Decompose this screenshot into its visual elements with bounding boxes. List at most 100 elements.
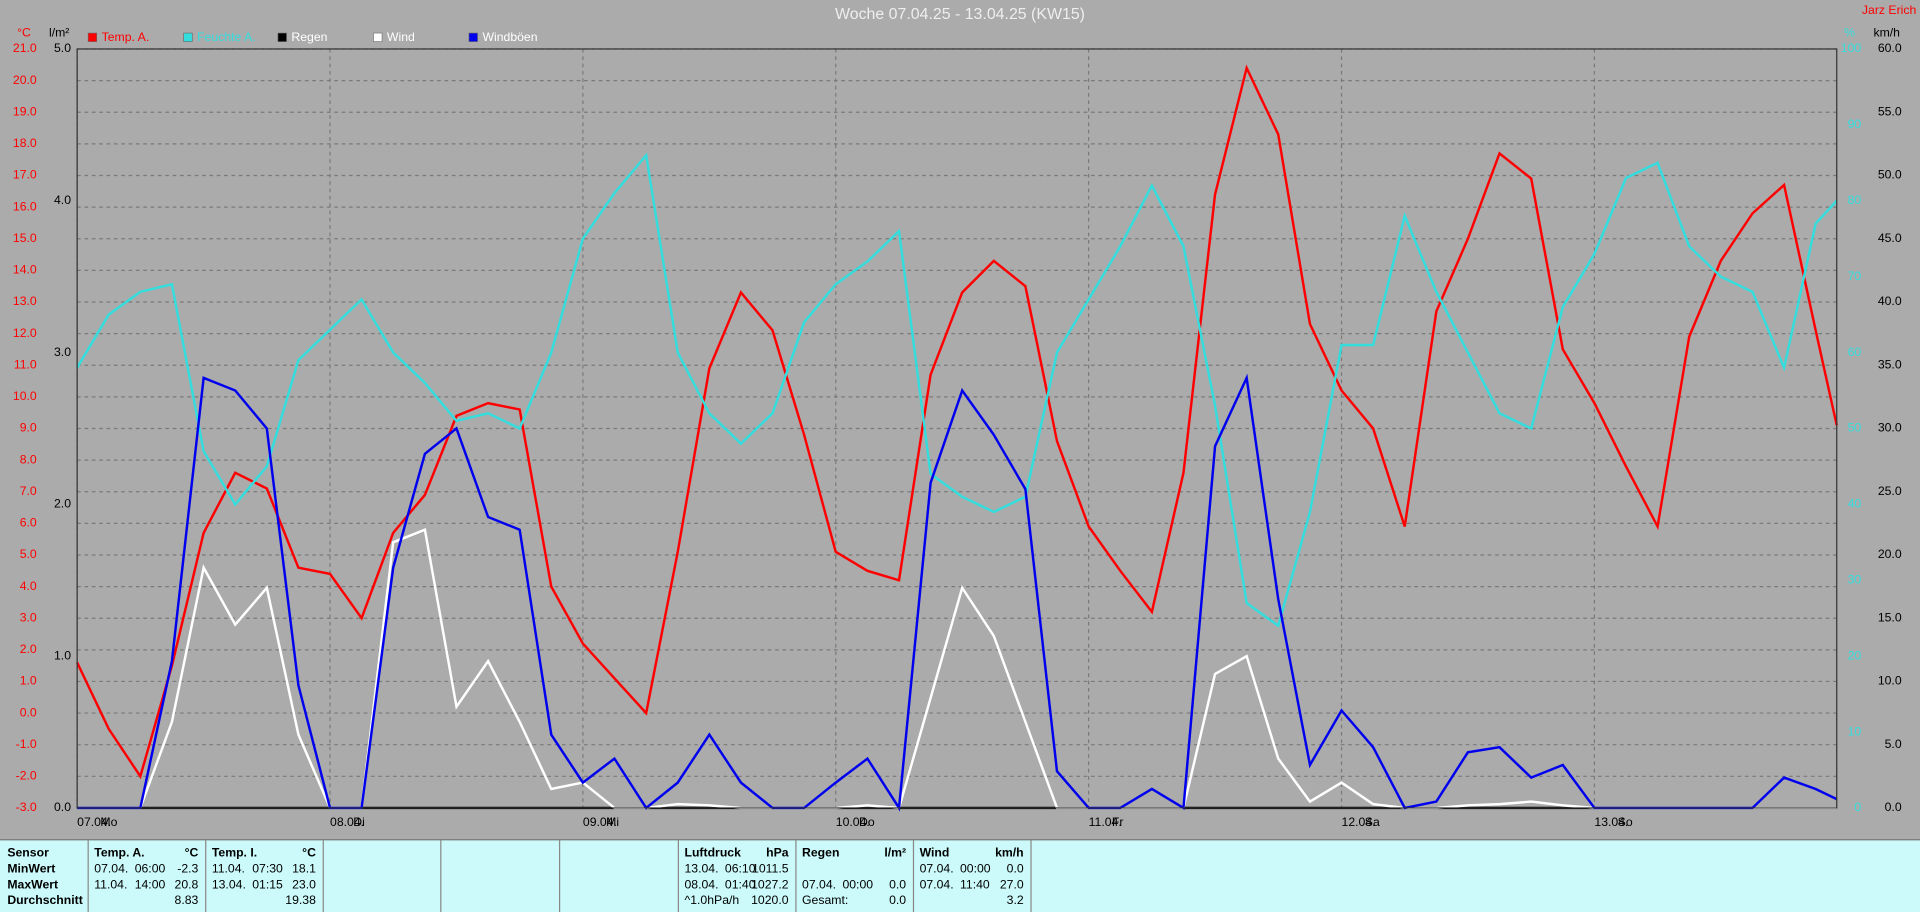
row-label: Durchschnitt — [7, 893, 82, 907]
column-unit: km/h — [995, 845, 1024, 859]
y2ticks-label: 40.0 — [1878, 294, 1902, 308]
column-unit: hPa — [766, 845, 789, 859]
yticks-label: 0.0 — [20, 705, 37, 719]
series-line — [76, 152, 1838, 628]
stats-panel — [0, 839, 1920, 912]
yticks-label: -2.0 — [16, 769, 37, 783]
y4ticks-label: 60 — [1848, 345, 1862, 359]
yticks-label: 1.0 — [20, 674, 37, 688]
stat-cell: 00:00 — [842, 877, 873, 891]
stat-cell: 20.8 — [175, 877, 199, 891]
y4-unit: % — [1844, 25, 1855, 39]
y4ticks-label: 90 — [1848, 117, 1862, 131]
x-tick-label: 08.04. — [330, 815, 364, 829]
y4ticks-label: 100 — [1841, 41, 1862, 55]
yticks-label: 15.0 — [13, 231, 37, 245]
x-tick-label: 12.04. — [1342, 815, 1376, 829]
stat-cell: 1027.2 — [751, 877, 789, 891]
legend-swatch — [468, 32, 478, 42]
column-header: Temp. A. — [94, 845, 144, 859]
y2ticks-label: 0.0 — [1885, 800, 1902, 814]
yticks-label: 17.0 — [13, 168, 37, 182]
series-line — [77, 373, 1838, 812]
stat-cell: 0.0 — [1007, 861, 1024, 875]
yticks-label: 3.0 — [20, 610, 37, 624]
yticks-label: 12.0 — [13, 326, 37, 340]
yticks-label: 8.0 — [20, 452, 37, 466]
panel-separators — [87, 839, 1032, 912]
y3ticks-label: 4.0 — [54, 193, 71, 207]
column-header: Luftdruck — [684, 845, 741, 859]
yticks-label: 10.0 — [13, 389, 37, 403]
stat-cell: 0.0 — [889, 877, 906, 891]
stat-cell: 1011.5 — [752, 861, 789, 875]
yticks-label: 9.0 — [20, 421, 37, 435]
stat-cell: 06:00 — [135, 861, 166, 875]
y4ticks-label: 80 — [1848, 193, 1862, 207]
yticks-label: 13.0 — [13, 294, 37, 308]
yticks-label: 21.0 — [13, 41, 37, 55]
yticks-label: 4.0 — [20, 579, 37, 593]
y2ticks-label: 45.0 — [1878, 231, 1902, 245]
legend-label: Wind — [387, 30, 415, 44]
stat-cell: 11:40 — [960, 877, 990, 891]
background — [0, 0, 1920, 840]
y4ticks-label: 10 — [1848, 724, 1862, 738]
yticks-label: 18.0 — [13, 136, 37, 150]
stat-cell: 07.04. — [920, 861, 954, 875]
stat-cell: 1020.0 — [751, 893, 789, 907]
y4ticks-label: 50 — [1848, 421, 1862, 435]
stat-cell: 19.38 — [285, 893, 316, 907]
row-label: MinWert — [7, 861, 55, 875]
y2ticks-label: 20.0 — [1878, 547, 1902, 561]
yticks-label: -3.0 — [16, 800, 37, 814]
stat-cell: 00:00 — [960, 861, 991, 875]
stat-cell: 23.0 — [292, 877, 316, 891]
legend-label: Feuchte A. — [197, 30, 256, 44]
y4ticks-label: 70 — [1848, 269, 1862, 283]
legend-label: Temp. A. — [102, 30, 150, 44]
column-header: Wind — [920, 845, 950, 859]
yticks-label: -1.0 — [16, 737, 37, 751]
stat-cell: ^1.0hPa/h — [684, 893, 739, 907]
stat-cell: 27.0 — [1000, 877, 1024, 891]
weekday-label: Fr — [1112, 815, 1124, 829]
legend-swatch — [183, 32, 193, 42]
y3ticks-label: 5.0 — [54, 41, 71, 55]
yticks-label: 7.0 — [20, 484, 37, 498]
weekday-label: Di — [353, 815, 365, 829]
column-unit: °C — [185, 845, 199, 859]
stat-cell: 0.0 — [889, 893, 906, 907]
column-unit: l/m² — [884, 845, 906, 859]
legend-swatch — [87, 32, 98, 42]
plot-frame — [76, 48, 1838, 809]
yticks-label: 14.0 — [13, 263, 37, 277]
legend-label: Regen — [291, 30, 327, 44]
stat-cell: 01:40 — [725, 877, 756, 891]
y4ticks-label: 40 — [1848, 497, 1862, 511]
yticks-label: 20.0 — [13, 73, 37, 87]
y2ticks-label: 5.0 — [1885, 737, 1902, 751]
y4ticks-label: 0 — [1854, 800, 1861, 814]
stat-cell: 01:15 — [252, 877, 283, 891]
stat-cell: 18.1 — [292, 861, 316, 875]
column-header: Regen — [802, 845, 839, 859]
stat-cell: 8.83 — [175, 893, 199, 907]
column-unit: °C — [302, 845, 316, 859]
series-line — [76, 64, 1838, 780]
legend-label: Windböen — [482, 30, 537, 44]
x-tick-label: 13.04. — [1594, 815, 1628, 829]
x-tick-label: 11.04. — [1089, 815, 1122, 829]
stat-cell: 11.04. — [94, 877, 127, 891]
yticks-label: 11.0 — [14, 357, 37, 371]
y2-unit: km/h — [1873, 25, 1900, 39]
stat-cell: 07.04. — [802, 877, 836, 891]
weekday-label: Mo — [100, 815, 117, 829]
stat-cell: 13.04. — [212, 877, 246, 891]
x-tick-label: 07.04. — [77, 815, 111, 829]
y3ticks-label: 0.0 — [54, 800, 71, 814]
stat-cell: 07:30 — [252, 861, 283, 875]
weekday-label: So — [1618, 815, 1633, 829]
